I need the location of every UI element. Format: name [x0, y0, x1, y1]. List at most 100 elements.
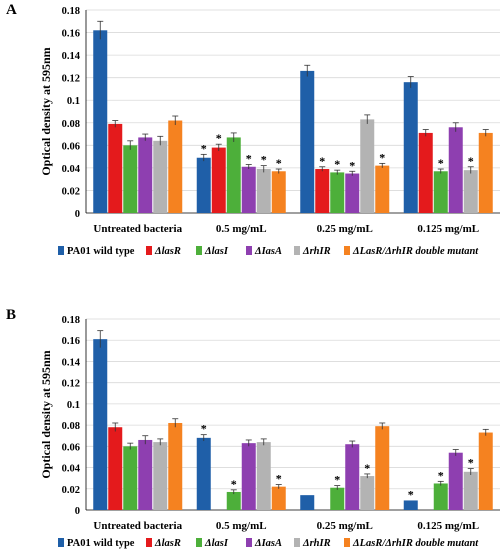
bar	[315, 169, 330, 213]
significance-star: *	[261, 153, 267, 167]
bar	[463, 471, 478, 510]
legend-label: ΔlasI	[204, 246, 229, 257]
bar	[153, 442, 168, 510]
bar	[168, 120, 183, 213]
bar	[168, 422, 183, 510]
bar	[300, 70, 315, 214]
y-tick-label: 0.02	[62, 186, 80, 197]
significance-star: *	[231, 477, 237, 491]
legend-swatch	[58, 246, 64, 255]
panel-letter: B	[6, 307, 16, 323]
bar	[271, 486, 286, 510]
category-label: 0.125 mg/mL	[417, 520, 479, 532]
bar	[403, 82, 418, 213]
category-label: 0.5 mg/mL	[216, 223, 267, 235]
y-axis-label: Optical density at 595nm	[39, 47, 53, 175]
bar	[153, 140, 168, 213]
bar	[433, 171, 448, 213]
bar	[300, 495, 315, 510]
legend-label: ΔlasR	[154, 246, 181, 257]
significance-star: *	[438, 156, 444, 170]
y-tick-label: 0.02	[62, 485, 80, 496]
bar	[196, 437, 211, 510]
bar	[138, 439, 153, 510]
bar	[360, 476, 375, 510]
significance-star: *	[379, 150, 385, 164]
bar	[196, 157, 211, 213]
bar	[256, 169, 271, 213]
significance-star: *	[349, 158, 355, 172]
significance-star: *	[201, 422, 207, 436]
legend-label: PA01 wild type	[67, 246, 135, 257]
legend-swatch	[196, 538, 202, 547]
category-label: 0.125 mg/mL	[417, 223, 479, 235]
legend-swatch	[146, 246, 152, 255]
bar	[93, 30, 108, 213]
bar	[403, 500, 418, 510]
bar	[108, 123, 123, 213]
legend-swatch	[344, 246, 350, 255]
y-axis-label: Optical density at 595nm	[39, 350, 53, 478]
bar	[241, 443, 256, 510]
bar	[330, 172, 345, 213]
significance-star: *	[364, 461, 370, 475]
legend-label: ΔlasI	[204, 538, 229, 549]
bar	[418, 132, 433, 213]
legend-swatch	[246, 246, 252, 255]
bar	[345, 173, 360, 213]
significance-star: *	[216, 131, 222, 145]
y-tick-label: 0.18	[62, 315, 80, 326]
bar	[123, 446, 138, 510]
legend-swatch	[344, 538, 350, 547]
y-tick-label: 0.08	[62, 119, 80, 130]
bar	[108, 427, 123, 510]
significance-star: *	[468, 154, 474, 168]
legend-label: ΔIasA	[254, 246, 282, 257]
y-tick-label: 0.06	[62, 442, 80, 453]
y-tick-label: 0.14	[62, 357, 81, 368]
significance-star: *	[468, 456, 474, 470]
bar	[433, 483, 448, 510]
bar	[360, 119, 375, 213]
bar	[375, 426, 390, 510]
y-tick-label: 0	[75, 209, 80, 220]
legend-label: ΔLasR/ΔrhIR double mutant	[352, 538, 479, 549]
bar	[93, 339, 108, 510]
bar	[241, 166, 256, 213]
y-tick-label: 0.08	[62, 421, 80, 432]
category-label: Untreated bacteria	[93, 223, 182, 235]
category-label: 0.25 mg/mL	[317, 520, 373, 532]
chart-panel-a: A 0 0.02 0.04 0.06 0.08 0.1 0.12 0.14 0.16 0.18 Opt…	[6, 2, 500, 257]
y-tick-label: 0.18	[62, 6, 80, 17]
significance-star: *	[276, 472, 282, 486]
bar	[463, 170, 478, 213]
bar	[256, 442, 271, 510]
y-tick-label: 0.16	[62, 29, 80, 40]
bar	[448, 127, 463, 213]
y-tick-label: 0.16	[62, 336, 80, 347]
significance-star: *	[246, 152, 252, 166]
significance-star: *	[334, 473, 340, 487]
bar	[330, 487, 345, 510]
y-tick-label: 0.04	[62, 164, 81, 175]
legend-swatch	[294, 538, 300, 547]
chart-panel-b: B 0 0.02 0.04 0.06 0.08 0.1 0.12 0.14 0.16 0.18 Opt…	[0, 275, 504, 550]
legend-swatch	[246, 538, 252, 547]
legend-label: PA01 wild type	[67, 538, 135, 549]
significance-star: *	[319, 154, 325, 168]
legend-swatch	[146, 538, 152, 547]
bar	[345, 444, 360, 510]
y-tick-label: 0	[75, 506, 80, 517]
bar	[211, 147, 226, 213]
bar	[478, 432, 493, 510]
legend-label: ΔlasR	[154, 538, 181, 549]
y-tick-label: 0.1	[67, 400, 80, 411]
bar	[138, 137, 153, 213]
bar-chart-a: A 0 0.02 0.04 0.06 0.08 0.1 0.12 0.14 0.16 0.18 Opt…	[6, 2, 500, 257]
bar	[271, 171, 286, 213]
y-tick-label: 0.14	[62, 51, 81, 62]
significance-star: *	[334, 157, 340, 171]
bar	[448, 452, 463, 510]
legend-swatch	[58, 538, 64, 547]
legend-swatch	[294, 246, 300, 255]
